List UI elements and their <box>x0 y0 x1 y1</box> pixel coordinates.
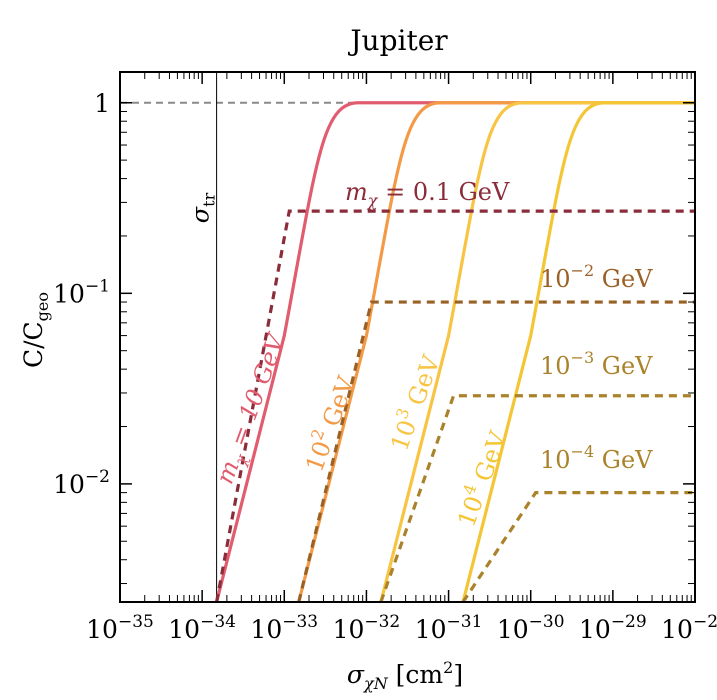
x-tick-label-3: 10−32 <box>333 612 401 644</box>
x-tick-label-1: 10−34 <box>168 612 236 644</box>
y-tick-label-1: 10−1 <box>53 276 110 308</box>
dashed-series-2 <box>379 394 695 603</box>
dashed-series-group <box>215 209 695 603</box>
chart-title: Jupiter <box>347 24 448 57</box>
x-axis-label: σχN [cm2] <box>347 658 463 693</box>
sigma-tr-label: σtr <box>187 192 219 223</box>
axis-ticks <box>119 72 696 602</box>
dashed-series-3 <box>461 491 695 603</box>
solid-series-1 <box>297 101 695 603</box>
dashed-series-0 <box>215 209 695 603</box>
dashed-label-1: 10−2 GeV <box>540 261 653 293</box>
y-tick-label-2: 10−2 <box>53 467 110 499</box>
solid-series-3 <box>461 101 695 603</box>
x-tick-label-4: 10−31 <box>415 612 483 644</box>
x-tick-label-7: 10−28 <box>661 612 717 644</box>
dashed-series-1 <box>297 300 695 603</box>
reference-lines <box>120 72 695 602</box>
dashed-label-2: 10−3 GeV <box>540 348 653 380</box>
x-tick-label-5: 10−30 <box>497 612 565 644</box>
plot-border <box>119 71 696 603</box>
plot-frame <box>119 71 696 603</box>
solid-series-2 <box>379 101 695 603</box>
solid-series-group <box>215 101 695 603</box>
x-tick-label-6: 10−29 <box>579 612 647 644</box>
dashed-label-3: 10−4 GeV <box>540 442 653 474</box>
solid-series-0 <box>215 101 695 603</box>
x-tick-label-2: 10−33 <box>250 612 318 644</box>
tick-labels: 10−35 10−34 10−33 10−32 10−31 10−30 10−29 10−28… <box>53 89 717 644</box>
solid-label-1: 102 GeV <box>297 371 361 476</box>
solid-label-3: 104 GeV <box>449 426 513 531</box>
dashed-label-0: mχ = 0.1 GeV <box>345 178 510 210</box>
x-tick-label-0: 10−35 <box>86 612 154 644</box>
y-tick-label-0: 1 <box>94 89 110 118</box>
solid-label-2: 103 GeV <box>382 350 446 455</box>
y-axis-label: C/Cgeo <box>19 292 52 368</box>
